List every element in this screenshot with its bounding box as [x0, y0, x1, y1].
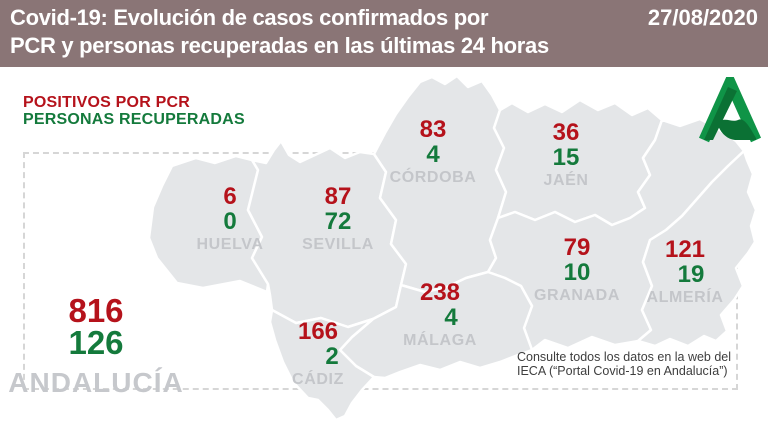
junta-andalucia-logo-icon — [698, 77, 762, 143]
logo-a-left-leg — [704, 87, 737, 140]
huelva-label: HUELVA — [196, 236, 264, 253]
malaga-label: MÁLAGA — [403, 332, 477, 349]
province-shape-almeria — [636, 149, 758, 348]
andalucia-positives: 816 — [68, 292, 124, 329]
legend: POSITIVOS POR PCR PERSONAS RECUPERADAS — [23, 94, 245, 128]
jaen-label: JAÉN — [543, 172, 589, 189]
granada-recovered: 10 — [563, 259, 591, 286]
legend-positives-label: POSITIVOS POR PCR — [23, 94, 190, 111]
almeria-label: ALMERÍA — [646, 289, 724, 306]
province-stat-jaen: 36 15 JAÉN — [543, 120, 588, 189]
cadiz-label: CÁDIZ — [292, 371, 344, 388]
logo-a-shape — [698, 77, 762, 143]
granada-positives: 79 — [563, 234, 591, 261]
andalucia-recovered: 126 — [68, 324, 124, 361]
andalucia-label: ANDALUCÍA — [8, 367, 184, 398]
province-stat-cadiz: 166 2 CÁDIZ — [292, 319, 344, 388]
jaen-positives: 36 — [552, 119, 580, 146]
huelva-recovered: 0 — [223, 208, 237, 235]
province-stat-malaga: 238 4 MÁLAGA — [403, 280, 477, 349]
cordoba-positives: 83 — [419, 116, 447, 143]
header-title: Covid-19: Evolución de casos confirmados… — [10, 4, 549, 60]
title-line-2: PCR y personas recuperadas en las última… — [10, 33, 549, 58]
malaga-recovered: 4 — [444, 304, 458, 331]
cordoba-label: CÓRDOBA — [389, 169, 477, 186]
sevilla-label: SEVILLA — [302, 236, 374, 253]
province-stat-cordoba: 83 4 CÓRDOBA — [390, 117, 477, 186]
header-date: 27/08/2020 — [647, 5, 758, 30]
footnote: Consulte todos los datos en la web del I… — [517, 350, 731, 378]
logo-a-ribbon — [717, 119, 756, 140]
cadiz-positives: 166 — [297, 318, 339, 345]
cordoba-recovered: 4 — [426, 141, 440, 168]
jaen-recovered: 15 — [552, 144, 580, 171]
almeria-recovered: 19 — [677, 261, 705, 288]
sevilla-recovered: 72 — [324, 208, 352, 235]
title-line-1: Covid-19: Evolución de casos confirmados… — [10, 5, 489, 30]
header-bar: Covid-19: Evolución de casos confirmados… — [0, 0, 768, 67]
footnote-line-1: Consulte todos los datos en la web del — [517, 350, 732, 364]
region-total-stat: 816 126 ANDALUCÍA — [8, 292, 184, 398]
almeria-positives: 121 — [664, 236, 706, 263]
sevilla-positives: 87 — [324, 183, 352, 210]
footnote-line-2: IECA (“Portal Covid-19 en Andalucía”) — [517, 364, 728, 378]
malaga-positives: 238 — [419, 279, 461, 306]
province-stat-sevilla: 87 72 SEVILLA — [302, 184, 374, 253]
legend-recovered-label: PERSONAS RECUPERADAS — [23, 111, 245, 128]
province-shape-cadiz — [268, 308, 376, 422]
province-stat-granada: 79 10 GRANADA — [534, 235, 620, 304]
granada-label: GRANADA — [534, 287, 620, 304]
province-stat-huelva: 6 0 HUELVA — [196, 184, 263, 253]
province-stat-almeria: 121 19 ALMERÍA — [646, 237, 723, 306]
huelva-positives: 6 — [223, 183, 237, 210]
cadiz-recovered: 2 — [325, 343, 339, 370]
